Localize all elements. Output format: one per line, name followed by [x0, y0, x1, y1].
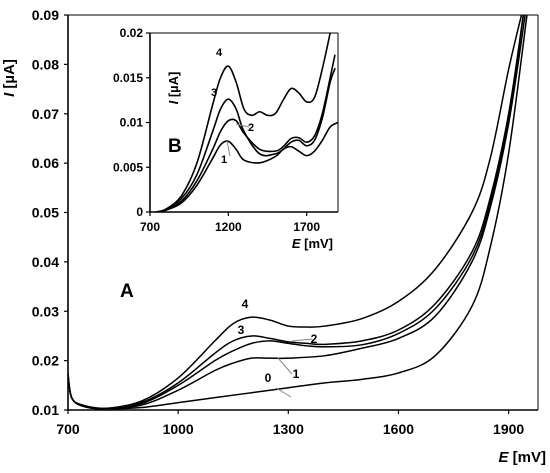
- main-y-tick-label: 0.07: [32, 106, 59, 122]
- inset-y-tick-label: 0.01: [120, 116, 144, 130]
- main-y-axis-var: I: [1, 92, 18, 97]
- inset-panel: 700 1200 1700 0 0.005 0.01 0.015 0.02 E [mV] I [µ…: [113, 26, 339, 251]
- inset-y-tick-label: 0.015: [113, 71, 143, 85]
- inset-background: [150, 33, 338, 212]
- main-x-axis-unit: [mV]: [509, 449, 547, 466]
- inset-x-axis-unit: [mV]: [301, 236, 334, 251]
- inset-curve-label-4: 4: [216, 47, 223, 59]
- main-curve-label-1: 1: [293, 367, 300, 381]
- main-panel-letter: A: [120, 281, 134, 302]
- main-y-axis-unit: [µA]: [1, 59, 18, 93]
- main-y-tick-label: 0.05: [32, 205, 59, 221]
- main-y-tick-label: 0.09: [32, 7, 59, 23]
- inset-curve-label-3: 3: [211, 87, 217, 99]
- inset-series-line-4: [155, 33, 331, 212]
- inset-x-tick-label: 1700: [293, 220, 320, 234]
- main-curve-label-leader: [291, 338, 313, 342]
- inset-panel-letter: B: [168, 136, 182, 157]
- inset-x-axis-label: E [mV]: [292, 236, 333, 251]
- inset-curve-label-leader: [235, 123, 250, 128]
- main-y-axis-label: I [µA]: [1, 59, 18, 97]
- inset-x-axis-var: E: [292, 236, 301, 251]
- inset-y-tick-label: 0.02: [120, 26, 144, 40]
- main-y-tick-label: 0.06: [32, 155, 59, 171]
- main-x-tick-label: 1600: [383, 421, 414, 437]
- main-y-tick-label: 0.01: [32, 402, 59, 418]
- main-x-axis-label: E [mV]: [498, 449, 546, 466]
- main-x-tick-label: 1300: [273, 421, 304, 437]
- inset-y-axis-var: I: [166, 100, 181, 104]
- inset-series-line-3: [155, 68, 336, 212]
- main-x-tick-label: 1900: [493, 421, 524, 437]
- main-curve-label-3: 3: [238, 323, 245, 337]
- main-y-tick-label: 0.08: [32, 56, 59, 72]
- main-curve-label-2: 2: [311, 332, 318, 346]
- inset-y-tick-label: 0.005: [113, 160, 143, 174]
- main-series-line-4: [68, 15, 523, 410]
- main-x-tick-label: 1000: [163, 421, 194, 437]
- main-y-tick-label: 0.03: [32, 303, 59, 319]
- main-y-tick-label: 0.04: [32, 254, 59, 270]
- main-curve-label-4: 4: [242, 297, 249, 311]
- main-x-axis-var: E: [498, 449, 509, 466]
- main-curve-label-0: 0: [265, 371, 272, 385]
- inset-series-group: [155, 33, 338, 212]
- main-curve-label-leader: [275, 387, 292, 398]
- inset-curve-label-2: 2: [248, 122, 254, 134]
- main-x-tick-label: 700: [56, 421, 80, 437]
- inset-series-line-1: [155, 121, 338, 212]
- inset-series-line-2: [155, 54, 336, 212]
- inset-y-axis-label: I [µA]: [166, 72, 181, 105]
- main-curve-label-leader: [277, 357, 293, 375]
- inset-x-tick-label: 700: [140, 220, 160, 234]
- main-y-tick-label: 0.02: [32, 353, 59, 369]
- inset-curve-label-leader: [226, 140, 231, 157]
- main-panel: 700 1000 1300 1600 19000.010.020.030.040.050…: [1, 7, 546, 466]
- inset-curve-label-1: 1: [221, 154, 227, 166]
- inset-x-tick-label: 1200: [215, 220, 242, 234]
- inset-y-axis-unit: [µA]: [166, 72, 181, 101]
- inset-y-tick-label: 0: [136, 205, 143, 219]
- main-series-group: [68, 15, 528, 410]
